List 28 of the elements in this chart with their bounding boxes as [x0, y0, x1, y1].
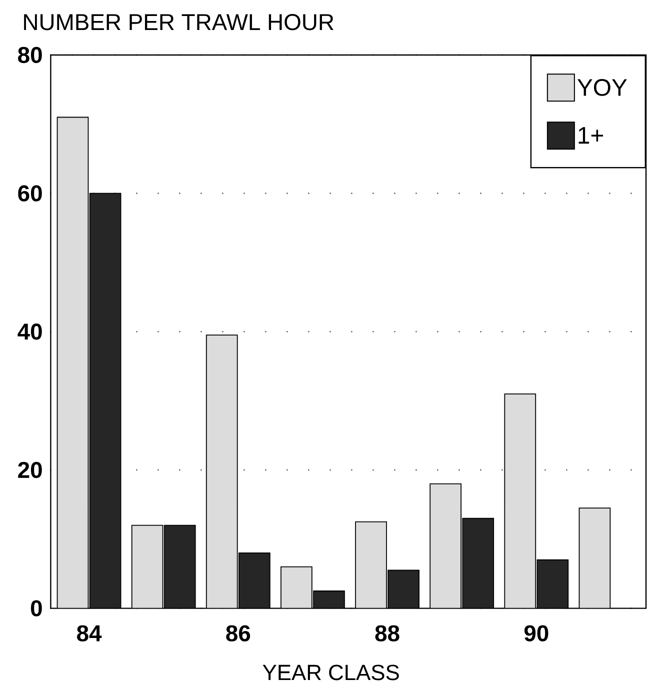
bar: [356, 522, 386, 608]
y-axis-title: NUMBER PER TRAWL HOUR: [24, 14, 334, 30]
bar: [164, 525, 196, 608]
bar: [90, 193, 121, 608]
bar: [57, 117, 88, 608]
x-tick-label: 84: [77, 625, 102, 642]
y-tick-label: 80: [18, 46, 42, 64]
legend-label: 1+: [578, 127, 603, 144]
bar: [280, 566, 312, 608]
x-axis-title: YEAR CLASS: [262, 664, 399, 680]
x-tick-label: 90: [524, 625, 548, 642]
bar: [430, 484, 462, 608]
bar: [238, 552, 270, 608]
bar: [388, 570, 420, 608]
bar: [132, 525, 163, 608]
y-tick-label: 60: [18, 185, 42, 202]
y-tick-label: 40: [18, 324, 42, 340]
bar: [314, 591, 344, 608]
x-tick-label: 86: [226, 625, 250, 642]
y-tick-label: 0: [30, 600, 42, 616]
bar: [536, 559, 569, 608]
legend-label: YOY: [577, 79, 627, 96]
bar: [462, 518, 494, 608]
bar: [578, 508, 611, 608]
x-tick-label: 88: [375, 625, 400, 642]
bar: [504, 394, 536, 608]
y-tick-label: 20: [18, 462, 42, 478]
bar: [206, 335, 238, 608]
